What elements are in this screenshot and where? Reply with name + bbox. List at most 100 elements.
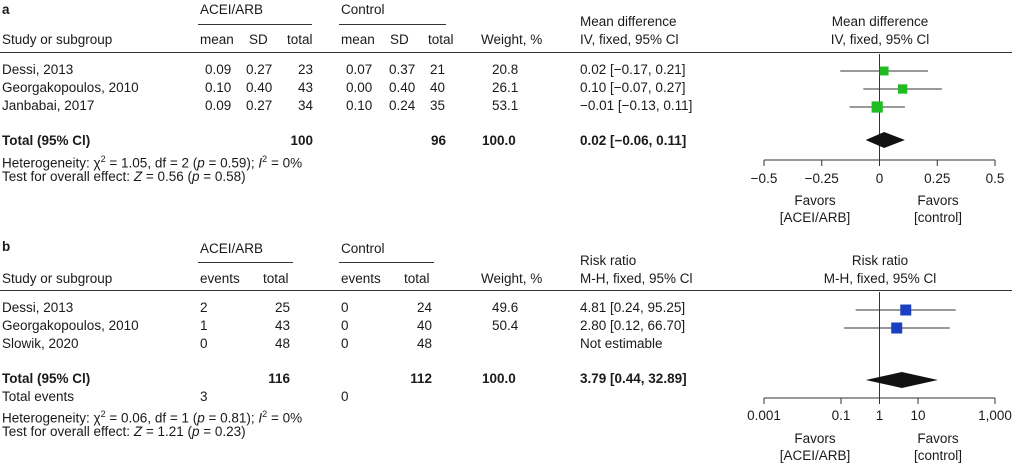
pooled-diamond [865, 372, 938, 388]
g2-total: 112 [410, 371, 432, 386]
g1-mean: 0.10 [205, 80, 232, 95]
study-name: Dessi, 2013 [2, 300, 74, 315]
effect-value: −0.01 [−0.13, 0.11] [580, 98, 693, 113]
group2-label: Control [341, 241, 385, 256]
g1-mean: 0.09 [205, 62, 232, 77]
g2-total: 21 [430, 62, 446, 77]
g1-events: 0 [200, 336, 208, 351]
g1-events: 1 [200, 318, 208, 333]
favors-left-label: Favors [794, 431, 836, 446]
effect-total: 0.02 [−0.06, 0.11] [580, 133, 687, 148]
g2-total: 40 [416, 318, 432, 333]
col-total: total [404, 271, 430, 286]
col-mean: mean [341, 32, 375, 47]
effect-header-2: IV, fixed, 95% Cl [580, 32, 679, 47]
effect-value: 2.80 [0.12, 66.70] [580, 318, 686, 333]
study-name: Slowik, 2020 [2, 336, 79, 351]
effect-value: 0.10 [−0.07, 0.27] [580, 80, 686, 95]
effect-value: 4.81 [0.24, 95.25] [580, 300, 686, 315]
g1-mean: 0.09 [205, 98, 232, 113]
g2-sd: 0.40 [389, 80, 416, 95]
g2-events: 0 [341, 336, 349, 351]
study-name: Janbabai, 2017 [2, 98, 95, 113]
group1-underline [198, 24, 312, 25]
x-tick-label: 1 [876, 408, 884, 423]
g1-sd: 0.27 [246, 98, 273, 113]
g2-mean: 0.10 [346, 98, 373, 113]
study-marker [871, 101, 883, 113]
x-tick-label: 10 [910, 408, 925, 423]
g1-total: 34 [297, 98, 313, 113]
g1-total: 100 [290, 133, 313, 148]
g1-total: 116 [268, 371, 290, 386]
g2-mean: 0.07 [346, 62, 373, 77]
x-tick-label: −0.5 [751, 171, 778, 186]
col-total: total [287, 32, 313, 47]
weight-header: Weight, % [481, 271, 543, 286]
x-tick-label: 0.1 [832, 408, 851, 423]
weight-value: 20.8 [492, 62, 519, 77]
col-events: events [341, 271, 381, 286]
g2-events: 0 [341, 318, 349, 333]
weight-value: 50.4 [492, 318, 519, 333]
col-mean: mean [200, 32, 234, 47]
plot-header-2: M-H, fixed, 95% Cl [823, 271, 937, 286]
favors-right-group: [control] [913, 210, 963, 225]
favors-left-label: Favors [794, 193, 836, 208]
g2-events: 0 [341, 389, 349, 404]
weight-value: 26.1 [492, 80, 519, 95]
g1-sd: 0.40 [246, 80, 273, 95]
study-marker [891, 322, 903, 334]
g2-mean: 0.00 [346, 80, 373, 95]
g1-events: 2 [200, 300, 208, 315]
group1-label: ACEI/ARB [200, 241, 264, 256]
col-total: total [428, 32, 454, 47]
g1-sd: 0.27 [246, 62, 273, 77]
study-header: Study or subgroup [2, 271, 113, 286]
study-name: Dessi, 2013 [2, 62, 74, 77]
study-marker [879, 66, 889, 76]
study-header: Study or subgroup [2, 32, 113, 47]
col-total: total [263, 271, 289, 286]
g2-total: 96 [430, 133, 446, 148]
favors-left-group: [ACEI/ARB] [779, 448, 851, 463]
g2-total: 35 [430, 98, 446, 113]
g2-total: 48 [416, 336, 432, 351]
header-rule [0, 52, 1012, 53]
header-rule [0, 290, 1012, 291]
col-sd: SD [249, 32, 268, 47]
favors-right-label: Favors [917, 193, 959, 208]
study-marker [900, 304, 912, 316]
group2-label: Control [341, 2, 385, 17]
g1-events: 3 [200, 389, 208, 404]
x-tick-label: −0.25 [805, 171, 839, 186]
pooled-diamond [865, 132, 905, 148]
col-events: events [200, 271, 240, 286]
x-tick-label: 0.5 [986, 171, 1005, 186]
x-tick-label: 1,000 [978, 408, 1012, 423]
effect-value: 0.02 [−0.17, 0.21] [580, 62, 686, 77]
plot-header-1: Risk ratio [851, 253, 909, 268]
x-tick-label: 0.001 [747, 408, 781, 423]
study-name: Georgakopoulos, 2010 [2, 80, 139, 95]
heterogeneity-text: Heterogeneity: χ2 = 0.06, df = 1 (p = 0.… [2, 409, 303, 426]
total-label: Total (95% Cl) [2, 133, 91, 148]
g1-total: 43 [297, 80, 313, 95]
group1-underline [198, 262, 293, 263]
overall-effect-text: Test for overall effect: Z = 1.21 (p = 0… [2, 424, 246, 439]
g1-total: 23 [297, 62, 313, 77]
g2-total: 24 [416, 300, 432, 315]
favors-right-label: Favors [917, 431, 959, 446]
favors-left-group: [ACEI/ARB] [779, 210, 851, 225]
favors-right-group: [control] [913, 448, 963, 463]
g1-total: 25 [274, 300, 290, 315]
heterogeneity-text: Heterogeneity: χ2 = 1.05, df = 2 (p = 0.… [2, 154, 303, 171]
g2-total: 40 [430, 80, 446, 95]
group2-underline [339, 24, 446, 25]
g2-sd: 0.24 [389, 98, 416, 113]
effect-value: Not estimable [580, 336, 663, 351]
total-label: Total (95% Cl) [2, 371, 91, 386]
weight-header: Weight, % [481, 32, 543, 47]
weight-total: 100.0 [482, 371, 516, 386]
